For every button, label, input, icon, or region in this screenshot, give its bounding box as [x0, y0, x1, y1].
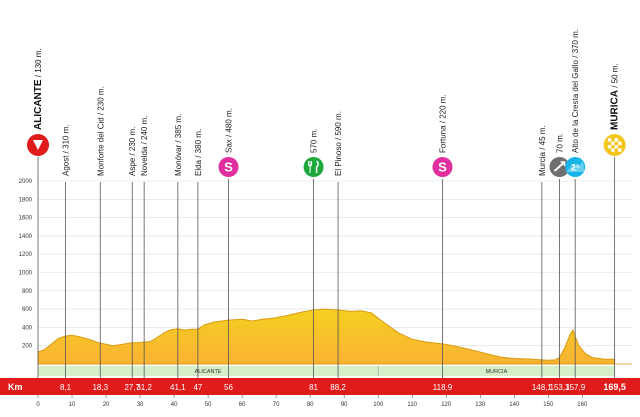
x-tick-label: 10	[69, 402, 76, 408]
finish-flag-square	[614, 138, 619, 142]
y-tick-label: 2000	[19, 179, 33, 185]
waypoint-label: Monóvar / 385 m.	[174, 114, 183, 176]
y-axis-ticks: 200 400 600 800 1000 1200 1400 1600 1800 2000	[19, 179, 33, 350]
x-tick-label: 40	[171, 402, 178, 408]
x-tick-label: 110	[407, 402, 417, 408]
region-label: MURCIA	[486, 369, 508, 375]
x-tick-label: 90	[341, 402, 348, 408]
waypoint-label: Sax / 480 m.	[225, 108, 234, 153]
finish-flag-square	[618, 148, 622, 152]
sprint-icon	[432, 157, 453, 177]
mountain-icon	[566, 161, 585, 172]
climb-category-icon	[565, 157, 586, 177]
waypoint-altitude: / 50 m.	[611, 63, 620, 90]
km-bar-value: 157,9	[565, 383, 586, 392]
gridlines	[38, 180, 632, 347]
y-tick-label: 400	[22, 325, 33, 331]
y-tick-label: 800	[22, 289, 33, 295]
sprint-icon	[218, 157, 239, 177]
x-tick-label: 60	[239, 402, 246, 408]
x-tick-label: 100	[373, 402, 384, 408]
descent-arrowhead-icon	[560, 161, 566, 166]
km-bar-value: 88,2	[330, 383, 346, 392]
finish-flag-square	[614, 145, 619, 149]
waypoint-label: Agost / 310 m.	[62, 124, 71, 176]
region-band-segment	[378, 366, 615, 376]
waypoint-name: MURICA	[610, 90, 621, 130]
sprint-icon-letter: S	[438, 160, 447, 175]
km-bar-value: 47	[193, 383, 202, 392]
waypoint-label: Fortuna / 220 m.	[438, 94, 447, 153]
waypoint-label: Novelda / 240 m.	[140, 116, 149, 176]
waypoint-label: Aspe / 230 m.	[128, 127, 137, 176]
km-bar-value: 169,5	[603, 382, 626, 392]
waypoint-label: Murcia / 45 m.	[538, 125, 547, 176]
km-bar-title: Km	[8, 382, 23, 392]
x-tick-label: 30	[137, 402, 144, 408]
km-bar-value: 31,2	[136, 383, 152, 392]
x-tick-label: 80	[307, 402, 314, 408]
climb-category-label: 2ª	[571, 163, 580, 173]
y-tick-label: 1400	[19, 234, 33, 240]
x-axis-ticks: 0 10 20 30 40 50 60 70 80 90 100 110 120 130 140 150 160	[36, 395, 588, 408]
feed-zone-icon	[303, 157, 324, 177]
x-tick-label: 130	[475, 402, 486, 408]
km-bar-value: 8,1	[60, 383, 72, 392]
waypoint-label: 70 m.	[556, 133, 565, 153]
waypoint-name: ALICANTE	[33, 79, 44, 130]
km-bar-value: 27,7	[124, 383, 140, 392]
y-tick-label: 600	[22, 307, 33, 313]
waypoint-label: El Pinoso / 590 m.	[334, 111, 343, 176]
x-tick-label: 140	[509, 402, 520, 408]
x-tick-label: 120	[441, 402, 452, 408]
start-arrow-icon	[33, 140, 43, 150]
sprint-icon-letter: S	[224, 160, 233, 175]
x-tick-label: 160	[577, 402, 588, 408]
region-band-segment	[38, 366, 379, 376]
elevation-area	[37, 308, 632, 365]
km-bar: Km 8,1 18,3 27,731,2 41,1 47 56 81 88,2 118,9 148,…	[0, 378, 640, 395]
x-tick-label: 50	[205, 402, 212, 408]
waypoint-label: Elda / 380 m.	[194, 129, 203, 176]
km-bar-value: 56	[224, 383, 233, 392]
waypoint-label: MURICA / 50 m.	[610, 63, 621, 130]
elevation-area-path	[37, 308, 616, 365]
km-bar-value: 41,1	[170, 383, 186, 392]
waypoint-label: ALICANTE / 130 m.	[33, 48, 44, 130]
waypoint-label: Alto de la Cresta del Gallo / 370 m.	[571, 29, 580, 153]
y-tick-label: 1000	[19, 271, 33, 277]
finish-flag-square	[607, 145, 612, 149]
km-bar-value: 18,3	[92, 383, 108, 392]
y-tick-label: 1200	[19, 252, 33, 258]
finish-flag-square	[607, 138, 612, 142]
region-band: ALICANTE MURCIA	[38, 366, 615, 376]
km-bar-value: 81	[309, 383, 318, 392]
x-tick-label: 20	[103, 402, 110, 408]
finish-flag-square	[611, 148, 615, 152]
km-bar-value: 148,1	[532, 383, 553, 392]
x-tick-label: 0	[36, 402, 40, 408]
fork-icon	[308, 161, 313, 173]
km-bar-background	[0, 378, 640, 395]
descent-arrow-icon	[553, 161, 566, 172]
knife-icon	[315, 160, 319, 173]
x-tick-label: 70	[273, 402, 280, 408]
x-tick-label: 150	[543, 402, 554, 408]
region-label: ALICANTE	[195, 369, 222, 375]
waypoint-labels: ALICANTE / 130 m. Agost / 310 m. Monforte …	[33, 29, 621, 176]
waypoint-label: 570 m.	[310, 129, 319, 153]
waypoint-label: Monforte del Cid / 230 m.	[96, 86, 105, 176]
y-tick-label: 1800	[19, 197, 33, 203]
waypoint-markers: S S 2ª	[27, 134, 626, 177]
waypoint-lines	[37, 157, 616, 378]
y-tick-label: 1600	[19, 216, 33, 222]
finish-flag-square	[611, 141, 615, 145]
km-bar-value: 153,3	[550, 383, 571, 392]
finish-flag-square	[618, 141, 622, 145]
y-tick-label: 200	[22, 344, 33, 350]
km-bar-value: 118,9	[433, 383, 453, 392]
waypoint-altitude: / 130 m.	[34, 48, 43, 79]
